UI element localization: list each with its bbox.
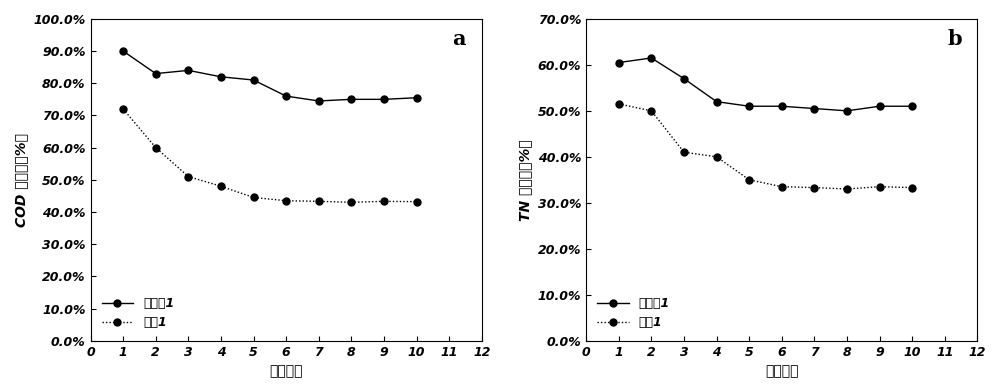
- Text: a: a: [453, 29, 466, 49]
- 对比1: [378, 199, 390, 204]
- 对比1: [215, 184, 227, 189]
- Line: 实施例1: 实施例1: [615, 54, 916, 114]
- 对比1: [345, 200, 357, 205]
- 实施例1: [280, 94, 292, 98]
- Legend: 实施例1, 对比1: 实施例1, 对比1: [592, 292, 675, 334]
- 对比1: [313, 199, 325, 204]
- 实施例1: [117, 49, 129, 53]
- 对比1: [248, 195, 260, 200]
- 对比1: [678, 150, 690, 154]
- 实施例1: [150, 71, 162, 76]
- Y-axis label: TN 去除率（%）: TN 去除率（%）: [518, 139, 532, 221]
- 对比1: [182, 174, 194, 179]
- 实施例1: [182, 68, 194, 73]
- 实施例1: [874, 104, 886, 109]
- Text: b: b: [947, 29, 962, 49]
- 实施例1: [711, 99, 723, 104]
- 对比1: [808, 185, 820, 190]
- 实施例1: [645, 56, 657, 60]
- 对比1: [150, 145, 162, 150]
- 实施例1: [378, 97, 390, 102]
- 对比1: [874, 184, 886, 189]
- 对比1: [711, 154, 723, 159]
- 实施例1: [776, 104, 788, 109]
- 对比1: [776, 184, 788, 189]
- 实施例1: [248, 78, 260, 82]
- 实施例1: [313, 99, 325, 103]
- 对比1: [906, 185, 918, 190]
- 对比1: [743, 178, 755, 182]
- 对比1: [645, 109, 657, 113]
- 实施例1: [808, 106, 820, 111]
- 对比1: [841, 187, 853, 191]
- 对比1: [613, 102, 625, 106]
- 对比1: [280, 198, 292, 203]
- 对比1: [117, 107, 129, 111]
- 实施例1: [906, 104, 918, 109]
- Line: 对比1: 对比1: [615, 100, 916, 192]
- 实施例1: [411, 95, 423, 100]
- 实施例1: [841, 109, 853, 113]
- Line: 对比1: 对比1: [120, 105, 420, 206]
- 实施例1: [613, 60, 625, 65]
- X-axis label: 电解次数: 电解次数: [765, 364, 799, 378]
- 对比1: [411, 199, 423, 204]
- Legend: 实施例1, 对比1: 实施例1, 对比1: [97, 292, 179, 334]
- Line: 实施例1: 实施例1: [120, 47, 420, 104]
- 实施例1: [678, 76, 690, 81]
- 实施例1: [345, 97, 357, 102]
- 实施例1: [743, 104, 755, 109]
- Y-axis label: COD 去除率（%）: COD 去除率（%）: [14, 133, 28, 227]
- 实施例1: [215, 74, 227, 79]
- X-axis label: 电解次数: 电解次数: [269, 364, 303, 378]
